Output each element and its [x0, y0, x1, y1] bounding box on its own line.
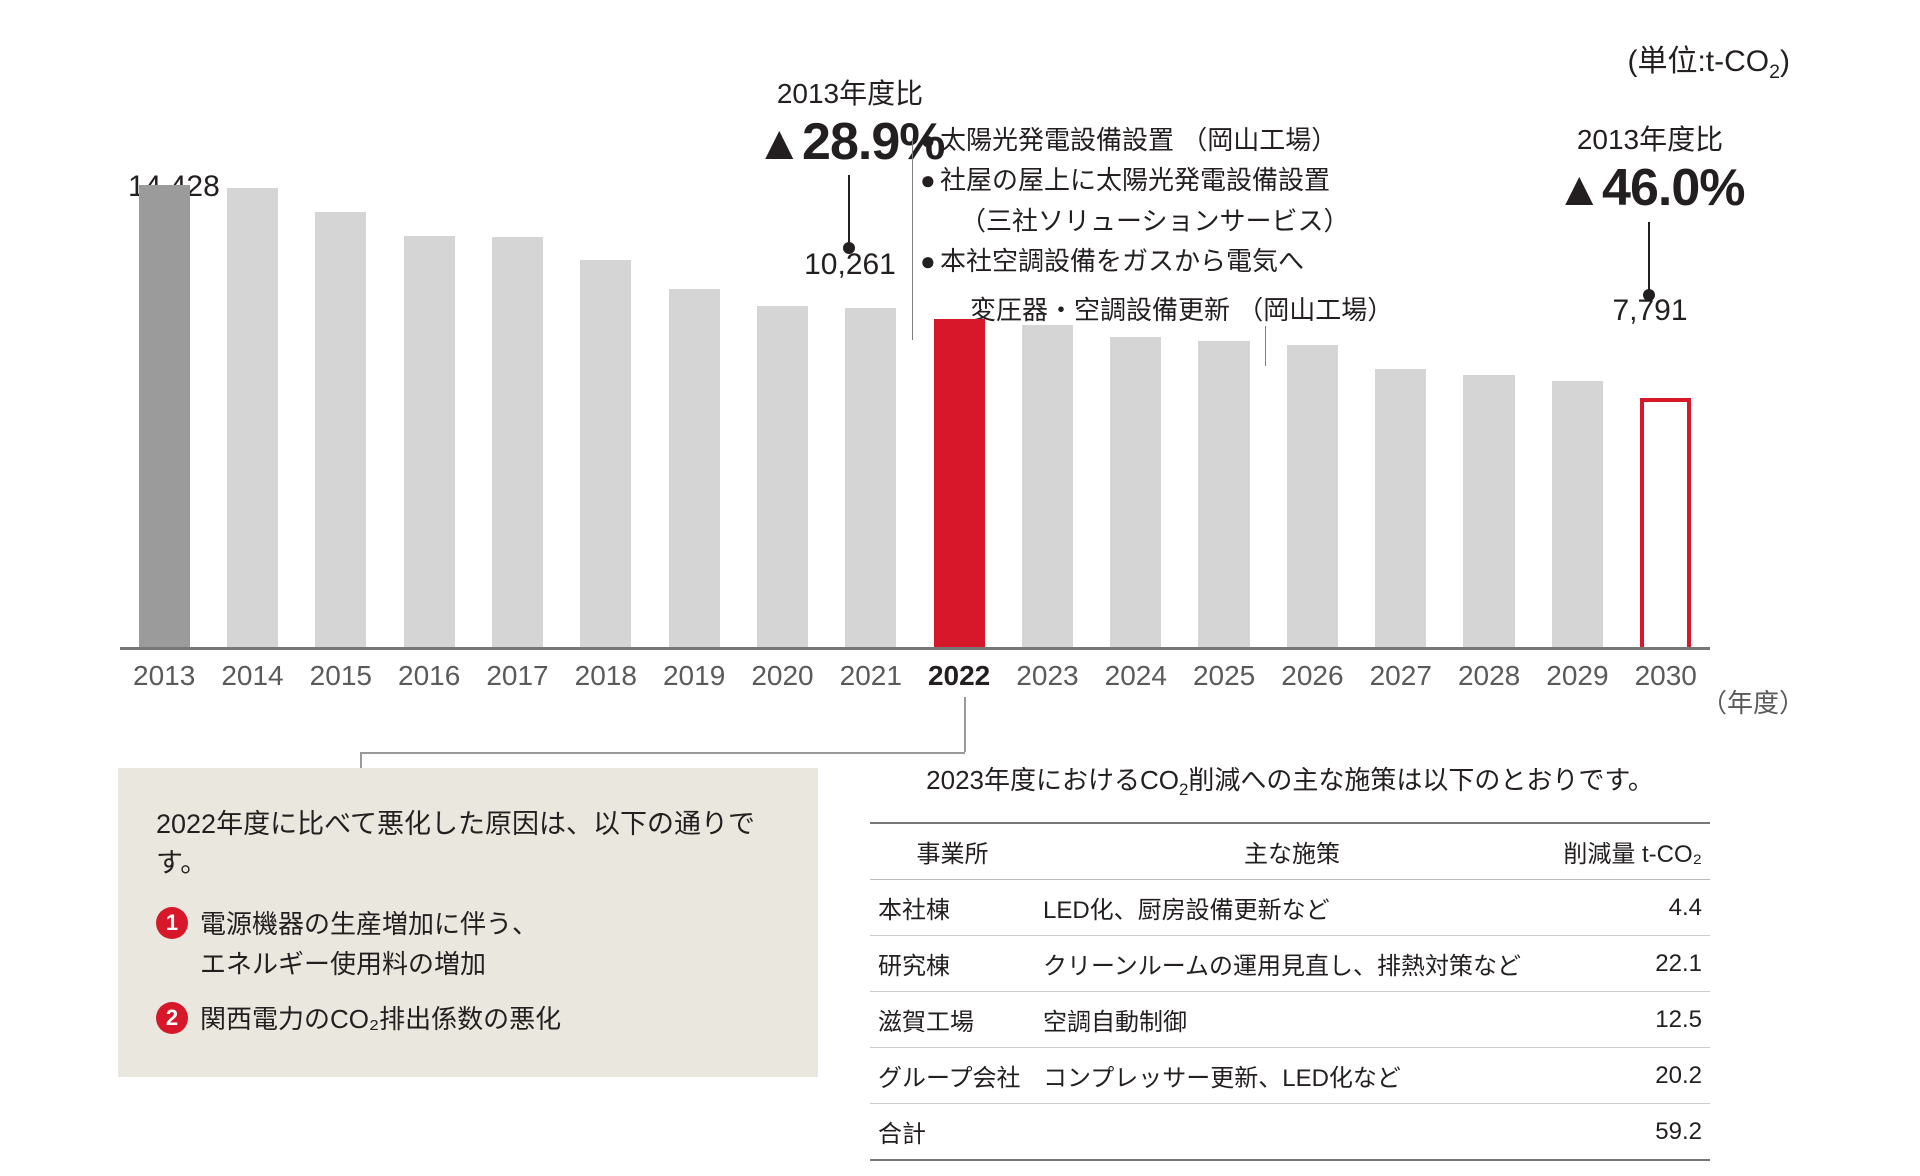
xtick-2016: 2016	[385, 660, 473, 692]
xtick-2027: 2027	[1357, 660, 1445, 692]
bar-2017	[492, 237, 543, 647]
table-cell: コンプレッサー更新、LED化など	[1035, 1048, 1549, 1104]
info-item: 1 電源機器の生産増加に伴う、エネルギー使用料の増加	[156, 904, 780, 985]
bar-2023	[1022, 325, 1073, 647]
xtick-2030: 2030	[1622, 660, 1710, 692]
table-row: 研究棟クリーンルームの運用見直し、排熱対策など22.1	[870, 936, 1710, 992]
table-cell: 合計	[870, 1104, 1035, 1161]
table-cell: 研究棟	[870, 936, 1035, 992]
table-total-row: 合計 59.2	[870, 1104, 1710, 1161]
table-cell: クリーンルームの運用見直し、排熱対策など	[1035, 936, 1549, 992]
table-header: 主な施策	[1035, 823, 1549, 880]
bar-2015	[315, 212, 366, 647]
x-axis-label: （年度）	[1701, 683, 1805, 720]
info-box: 2022年度に比べて悪化した原因は、以下の通りです。 1 電源機器の生産増加に伴う…	[118, 768, 818, 1077]
table-cell: 20.2	[1549, 1048, 1710, 1104]
info-item-number: 1	[156, 907, 188, 939]
table-cell: LED化、厨房設備更新など	[1035, 880, 1549, 936]
table-cell: 12.5	[1549, 992, 1710, 1048]
table-row: 本社棟LED化、厨房設備更新など4.4	[870, 880, 1710, 936]
xtick-2014: 2014	[208, 660, 296, 692]
table-header: 事業所	[870, 823, 1035, 880]
table-heading: 2023年度におけるCO2削減への主な施策は以下のとおりです。	[870, 760, 1710, 800]
bar-2028	[1463, 375, 1514, 647]
bar-2022	[934, 319, 985, 647]
table-cell	[1035, 1104, 1549, 1161]
info-item: 2 関西電力のCO₂排出係数の悪化	[156, 999, 780, 1039]
unit-label: (単位:t-CO2)	[1627, 36, 1790, 84]
xtick-2020: 2020	[738, 660, 826, 692]
xtick-2028: 2028	[1445, 660, 1533, 692]
xtick-2017: 2017	[473, 660, 561, 692]
xtick-2023: 2023	[1003, 660, 1091, 692]
bar-2025	[1198, 341, 1249, 647]
bar-2027	[1375, 369, 1426, 647]
chart: 2013201420152016201720182019202020212022…	[120, 170, 1710, 680]
table-block: 2023年度におけるCO2削減への主な施策は以下のとおりです。 事業所主な施策削…	[870, 760, 1710, 1161]
xtick-2018: 2018	[562, 660, 650, 692]
xtick-2024: 2024	[1092, 660, 1180, 692]
table-header: 削減量 t-CO₂	[1549, 823, 1710, 880]
callout-2030-sub: 2013年度比	[1510, 118, 1790, 158]
bar-2020	[757, 306, 808, 647]
table-cell: 空調自動制御	[1035, 992, 1549, 1048]
bar-2021	[845, 308, 896, 647]
bar-2014	[227, 188, 278, 647]
xtick-2026: 2026	[1268, 660, 1356, 692]
bar-2016	[404, 236, 455, 647]
xtick-2021: 2021	[827, 660, 915, 692]
connector-h	[360, 752, 965, 754]
table-cell: 4.4	[1549, 880, 1710, 936]
bar-2013	[139, 185, 190, 647]
table-cell: 22.1	[1549, 936, 1710, 992]
info-item-text: 関西電力のCO₂排出係数の悪化	[200, 999, 561, 1039]
table-cell: 59.2	[1549, 1104, 1710, 1161]
bar-2019	[669, 289, 720, 647]
table-cell: 滋賀工場	[870, 992, 1035, 1048]
xtick-2013: 2013	[120, 660, 208, 692]
xtick-2029: 2029	[1533, 660, 1621, 692]
measures-table: 事業所主な施策削減量 t-CO₂ 本社棟LED化、厨房設備更新など4.4研究棟ク…	[870, 822, 1710, 1161]
xtick-2022: 2022	[915, 660, 1003, 692]
connector-v2	[360, 752, 362, 768]
bar-2024	[1110, 337, 1161, 647]
bar-2026	[1287, 345, 1338, 647]
info-item-text: 電源機器の生産増加に伴う、エネルギー使用料の増加	[200, 904, 538, 985]
xtick-2019: 2019	[650, 660, 738, 692]
table-cell: グループ会社	[870, 1048, 1035, 1104]
info-box-heading: 2022年度に比べて悪化した原因は、以下の通りです。	[156, 802, 780, 880]
bar-2018	[580, 260, 631, 647]
info-item-number: 2	[156, 1002, 188, 1034]
bullet-1: 太陽光発電設備設置 （岡山工場）	[940, 120, 1337, 160]
table-cell: 本社棟	[870, 880, 1035, 936]
xtick-2015: 2015	[297, 660, 385, 692]
callout-2022-sub: 2013年度比	[700, 72, 1000, 112]
table-row: グループ会社コンプレッサー更新、LED化など20.2	[870, 1048, 1710, 1104]
connector-v	[964, 697, 966, 752]
xtick-2025: 2025	[1180, 660, 1268, 692]
bar-2030	[1640, 398, 1691, 647]
table-row: 滋賀工場空調自動制御12.5	[870, 992, 1710, 1048]
bar-2029	[1552, 381, 1603, 647]
